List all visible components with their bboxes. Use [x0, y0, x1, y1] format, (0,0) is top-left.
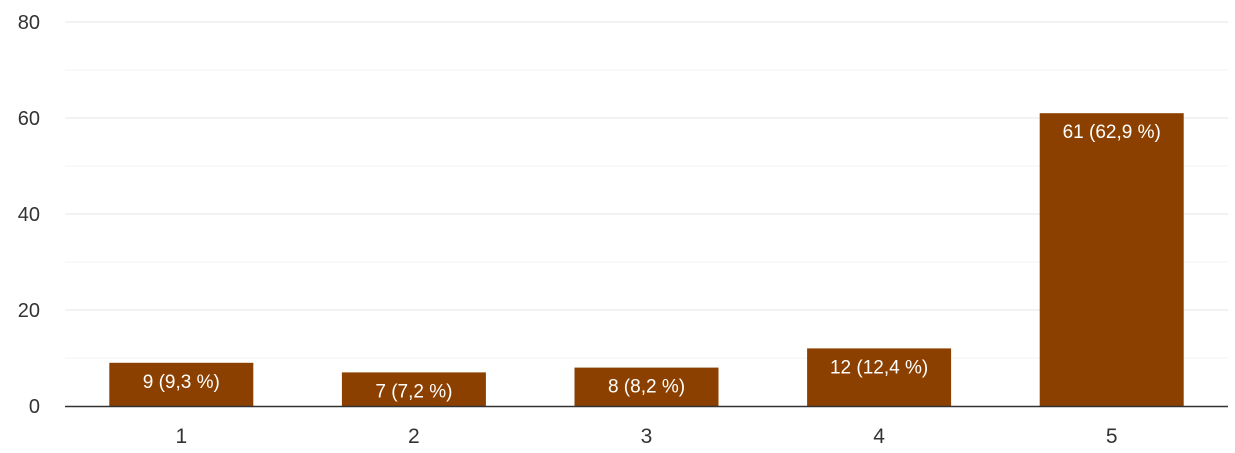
bar-data-label: 12 (12,4 %)	[830, 357, 928, 378]
x-tick-label: 4	[873, 425, 885, 448]
y-tick-label: 40	[18, 204, 40, 226]
bar-data-label: 9 (9,3 %)	[143, 372, 220, 393]
bar-labels: 9 (9,3 %) 7 (7,2 %) 8 (8,2 %) 12 (12,4 %) 61…	[143, 122, 1161, 402]
bar-data-label: 8 (8,2 %)	[608, 377, 685, 398]
y-tick-label: 20	[18, 300, 40, 322]
x-axis-ticks: 1 2 3 4 5	[175, 425, 1117, 448]
bar-3	[574, 367, 719, 406]
bar-5	[1039, 113, 1184, 406]
bars	[109, 113, 1184, 406]
y-tick-label: 0	[29, 396, 40, 418]
bar-2	[341, 372, 486, 406]
y-tick-label: 80	[18, 12, 40, 34]
bar-1	[109, 362, 254, 406]
x-tick-label: 2	[408, 425, 420, 448]
y-tick-label: 60	[18, 108, 40, 130]
x-tick-label: 5	[1106, 425, 1118, 448]
x-tick-label: 1	[175, 425, 187, 448]
bar-4	[807, 348, 952, 406]
y-axis-ticks: 0 20 40 60 80	[18, 12, 40, 418]
bar-data-label: 61 (62,9 %)	[1063, 122, 1161, 143]
x-tick-label: 3	[641, 425, 653, 448]
bar-data-label: 7 (7,2 %)	[375, 381, 452, 402]
grid-lines	[65, 21, 1228, 359]
